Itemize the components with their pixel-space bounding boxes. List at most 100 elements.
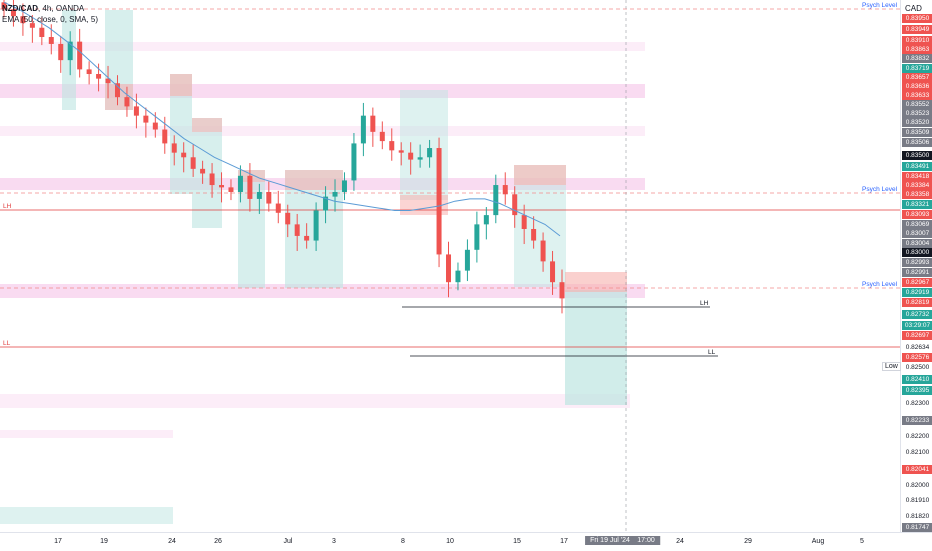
- price-label: 0.82993: [902, 257, 932, 267]
- candle-body: [20, 16, 26, 24]
- candle-body: [540, 240, 546, 262]
- price-label: 0.83832: [902, 53, 932, 63]
- candle-body: [67, 41, 73, 61]
- zone-4: [0, 284, 645, 298]
- price-label: 0.83004: [902, 238, 932, 248]
- zone-22: [565, 290, 627, 405]
- symbol-pair: NZD/CAD: [2, 4, 38, 13]
- candle-body: [86, 69, 92, 75]
- price-label: 0.81747: [902, 522, 932, 532]
- candle-body: [351, 143, 357, 181]
- time-label: 29: [744, 538, 752, 545]
- candle-body: [124, 97, 130, 107]
- price-label: 0.83500: [902, 150, 932, 160]
- price-label: 0.82395: [902, 385, 932, 395]
- price-label: 0.82634: [905, 343, 930, 351]
- candle-body: [379, 131, 385, 142]
- price-label: 0.83657: [902, 72, 932, 82]
- candle-body: [360, 115, 366, 144]
- price-label: 0.83552: [902, 99, 932, 109]
- symbol-broker: OANDA: [55, 4, 85, 13]
- price-label: 0.83509: [902, 127, 932, 137]
- time-label: 15: [513, 538, 521, 545]
- candle-body: [200, 168, 206, 174]
- time-label: 8: [401, 538, 405, 545]
- price-label: 0.82732: [902, 309, 932, 319]
- candle-body: [455, 270, 461, 283]
- price-label: 0.83069: [902, 219, 932, 229]
- price-axis[interactable]: CAD 0.83950 0.83949 0.83910 0.83863 0.83832 0…: [900, 0, 932, 532]
- candle-body: [550, 261, 556, 283]
- price-label: 0.82233: [902, 415, 932, 425]
- zone-24: [0, 507, 173, 524]
- candle-body: [209, 173, 215, 186]
- candle-body: [256, 191, 262, 199]
- time-label: 3: [332, 538, 336, 545]
- candle-body: [1, 2, 7, 10]
- candle-body: [48, 37, 54, 44]
- lh-level-label: LH: [3, 203, 12, 210]
- time-label: Aug: [811, 538, 825, 545]
- price-label: 0.83636: [902, 81, 932, 91]
- candle-body: [493, 185, 499, 216]
- candle-body: [152, 122, 158, 130]
- time-label: 24: [168, 538, 176, 545]
- time-label: Fri 19 Jul '24: [585, 536, 635, 545]
- time-axis[interactable]: 17 19 24 26 Jul 3 8 10 15 17 Fri 19 Jul '24 17:00 24…: [0, 532, 932, 551]
- candle-body: [332, 191, 338, 197]
- candle-body: [436, 148, 442, 255]
- candle-body: [323, 196, 329, 211]
- psych-level-3-label: Psych Level: [862, 281, 898, 288]
- zone-2: [0, 126, 645, 136]
- price-label: 0.81910: [905, 496, 930, 504]
- candle-body: [29, 23, 35, 28]
- candle-body: [294, 224, 300, 236]
- price-label: 0.82410: [902, 374, 932, 384]
- price-chart[interactable]: Psych Level Psych Level Psych Level LH LL LH L…: [0, 0, 900, 532]
- price-label: 0.82500: [905, 363, 930, 371]
- time-label: 17: [54, 538, 62, 545]
- time-label: 19: [100, 538, 108, 545]
- price-label: 0.82819: [902, 297, 932, 307]
- candle-body: [417, 157, 423, 160]
- ll-level-label: LL: [3, 340, 11, 347]
- chart-pane[interactable]: Psych Level Psych Level Psych Level LH LL LH L…: [0, 0, 900, 532]
- candle-body: [483, 215, 489, 225]
- price-label: 0.83358: [902, 189, 932, 199]
- candle-body: [162, 129, 168, 144]
- price-label: 0.82200: [905, 432, 930, 440]
- time-label: Jul: [283, 538, 293, 545]
- price-label: 0.82000: [905, 481, 930, 489]
- price-label: 0.83321: [902, 199, 932, 209]
- candle-body: [398, 150, 404, 153]
- candle-body: [171, 143, 177, 153]
- price-label: 0.82991: [902, 267, 932, 277]
- candle-body: [237, 175, 243, 192]
- price-label: 0.82100: [905, 448, 930, 456]
- lh-ray-label: LH: [700, 300, 709, 307]
- zone-13: [192, 118, 222, 132]
- price-label: 0.81820: [905, 512, 930, 520]
- price-label: 03:29:07: [902, 320, 932, 330]
- price-label: 0.83506: [902, 137, 932, 147]
- price-label: 0.83523: [902, 108, 932, 118]
- psych-level-1-label: Psych Level: [862, 2, 898, 9]
- price-label: 0.82041: [902, 464, 932, 474]
- candle-body: [266, 191, 272, 204]
- time-label: 17:00: [632, 536, 660, 545]
- price-label: 0.83491: [902, 161, 932, 171]
- candle-body: [464, 249, 470, 271]
- price-label: 0.83633: [902, 90, 932, 100]
- candle-body: [228, 187, 234, 192]
- price-label: 0.82300: [905, 399, 930, 407]
- candle-body: [114, 83, 120, 98]
- candle-body: [341, 180, 347, 192]
- time-label: 24: [676, 538, 684, 545]
- time-label: 17: [560, 538, 568, 545]
- price-label: 0.83910: [902, 35, 932, 45]
- candle-body: [10, 9, 16, 17]
- candle-body: [181, 152, 187, 158]
- candle-body: [446, 254, 452, 283]
- candle-body: [275, 203, 281, 213]
- candle-body: [521, 215, 527, 229]
